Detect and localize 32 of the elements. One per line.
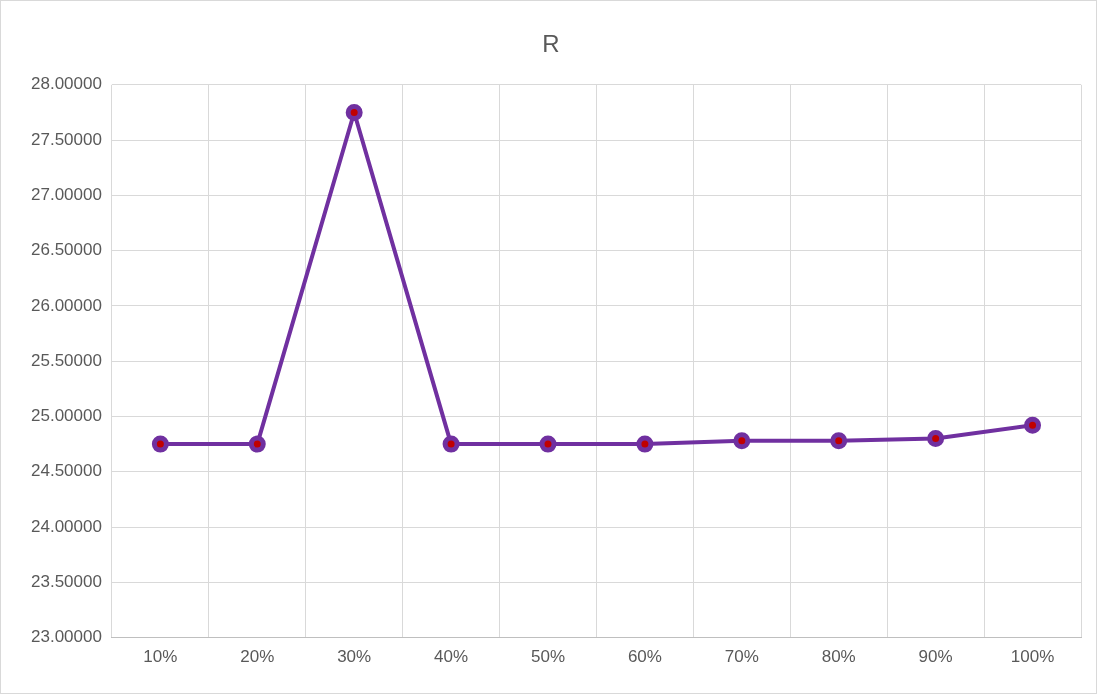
point	[830, 432, 848, 450]
x-tick-label: 10%	[143, 647, 178, 667]
y-tick-label: 24.00000	[31, 516, 102, 536]
x-tick-label: 90%	[918, 647, 953, 667]
y-tick-label: 26.50000	[31, 240, 102, 260]
y-tick-label: 25.00000	[31, 406, 102, 426]
y-tick-label: 25.50000	[31, 350, 102, 370]
y-tick-label: 28.00000	[31, 74, 102, 94]
point	[539, 435, 557, 453]
y-tick-label: 27.50000	[31, 129, 102, 149]
x-tick-label: 50%	[530, 647, 566, 667]
point	[151, 435, 169, 453]
x-tick-label: 40%	[434, 647, 469, 667]
point	[345, 103, 363, 121]
y-tick-label: 23.00000	[31, 627, 102, 647]
point	[248, 435, 266, 453]
y-tick-label: 26.00000	[31, 295, 102, 315]
point	[733, 432, 751, 450]
x-tick-label: 70%	[724, 647, 759, 667]
x-tick-label: 30%	[337, 647, 372, 667]
x-tick-label: 100%	[1010, 647, 1055, 667]
y-tick-label: 27.00000	[31, 185, 102, 205]
chart-title: R	[542, 30, 560, 58]
x-tick-label: 80%	[821, 647, 856, 667]
point	[927, 430, 945, 448]
point	[442, 435, 460, 453]
y-tick-label: 23.50000	[31, 572, 102, 592]
point	[636, 435, 654, 453]
x-tick-label: 60%	[627, 647, 662, 667]
point	[1024, 416, 1042, 434]
x-tick-label: 20%	[240, 647, 275, 667]
y-tick-label: 24.50000	[31, 461, 102, 481]
